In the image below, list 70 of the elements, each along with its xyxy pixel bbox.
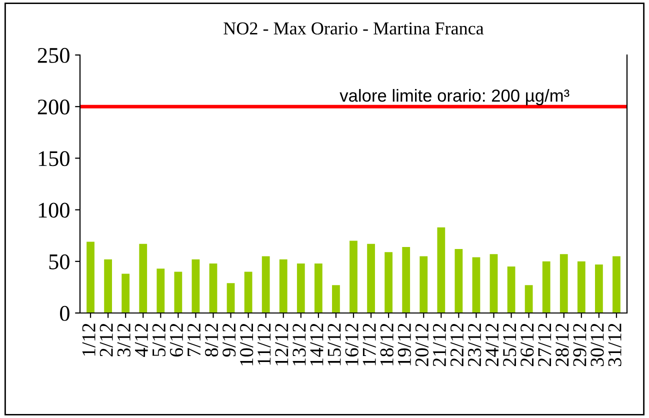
x-tick-label: 23/12: [468, 324, 482, 366]
y-tick-label: 0: [60, 306, 70, 321]
x-tick-label: 6/12: [170, 324, 184, 356]
bar: [595, 264, 603, 313]
bar: [454, 249, 463, 313]
x-tick-label: 17/12: [362, 324, 376, 366]
x-tick-label: 15/12: [328, 324, 341, 366]
x-tick-label: 4/12: [134, 324, 148, 357]
bar: [507, 266, 516, 313]
bar: [279, 259, 288, 313]
bar: [122, 274, 130, 313]
x-tick-label: 11/12: [258, 324, 271, 365]
x-tick-label: 2/12: [100, 324, 113, 356]
bar: [192, 259, 200, 313]
x-tick-label: 12/12: [275, 324, 288, 366]
x-tick-label: 31/12: [608, 324, 622, 366]
bar: [139, 244, 148, 313]
bar: [384, 252, 393, 313]
x-tick-label: 8/12: [204, 324, 218, 357]
x-tick-label: 5/12: [152, 324, 166, 356]
x-tick-label: 10/12: [240, 324, 254, 366]
bar: [296, 263, 305, 313]
bar: [350, 240, 358, 313]
x-tick-label: 7/12: [188, 324, 201, 356]
x-tick-label: 28/12: [556, 324, 569, 366]
x-tick-label: 24/12: [486, 324, 499, 366]
x-tick-label: 9/12: [222, 324, 236, 357]
bar: [560, 254, 568, 313]
bar: [244, 272, 252, 313]
bar: [174, 272, 182, 313]
bar: [226, 283, 235, 313]
bar: [332, 285, 340, 313]
x-tick-label: 27/12: [538, 324, 552, 366]
bar: [402, 246, 410, 313]
bar: [420, 256, 428, 313]
x-tick-label: 21/12: [432, 324, 446, 366]
bar: [209, 263, 218, 313]
bar: [612, 256, 620, 313]
y-tick-label: 150: [38, 151, 70, 166]
bar: [262, 256, 270, 313]
bar: [524, 285, 533, 313]
bar: [437, 227, 446, 313]
y-tick-label: 100: [38, 202, 70, 218]
bar: [490, 254, 498, 313]
y-tick-label: 250: [38, 48, 70, 63]
chart-title: NO2 - Max Orario - Martina Franca: [224, 22, 484, 35]
y-tick-label: 200: [38, 100, 70, 115]
bar: [577, 261, 586, 313]
bar: [156, 268, 165, 313]
x-tick-label: 22/12: [450, 324, 464, 366]
x-tick-label: 26/12: [520, 324, 534, 366]
bar: [472, 257, 480, 313]
bar: [314, 263, 322, 313]
bar: [542, 261, 550, 313]
x-tick-label: 18/12: [380, 324, 394, 366]
ref-line-label: valore limite orario: 200 µg/m³: [340, 89, 570, 106]
bar: [367, 244, 375, 313]
x-tick-label: 25/12: [503, 324, 516, 366]
bar: [86, 242, 94, 313]
y-tick-label: 50: [49, 254, 70, 270]
x-tick-label: 19/12: [398, 324, 411, 366]
bar: [104, 259, 112, 313]
x-tick-label: 30/12: [590, 324, 604, 366]
x-tick-label: 13/12: [292, 324, 306, 366]
x-tick-label: 29/12: [573, 324, 586, 366]
x-tick-label: 16/12: [345, 324, 358, 366]
x-tick-label: 3/12: [117, 324, 130, 356]
x-tick-label: 14/12: [310, 324, 324, 366]
x-tick-label: 1/12: [82, 324, 96, 356]
x-tick-label: 20/12: [415, 324, 428, 366]
